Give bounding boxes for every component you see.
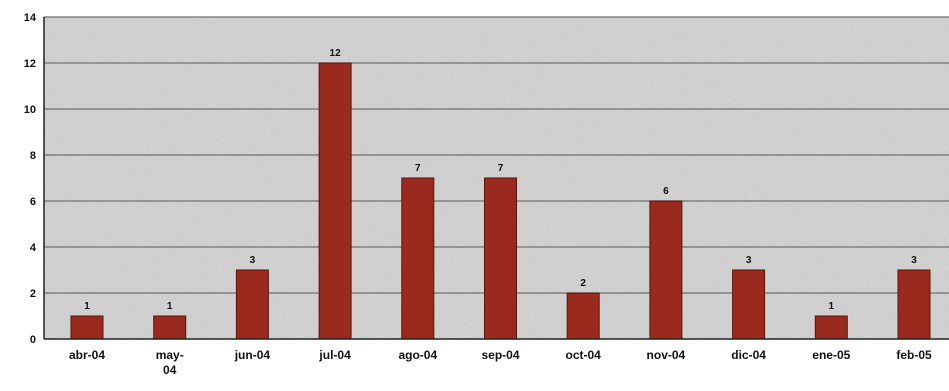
bar-oct-04: [566, 292, 600, 340]
data-label-jun-04: 3: [250, 255, 256, 266]
data-label-nov-04: 6: [663, 186, 669, 197]
y-axis-tick-labels: 0 2 4 6 8 10 12 14: [24, 12, 37, 346]
y-tick-label: 8: [30, 150, 36, 162]
bars: [70, 62, 931, 340]
x-tick-label-abr-04: abr-04: [69, 348, 105, 362]
bar-sep-04: [484, 177, 517, 340]
data-labels: 1 1 3 12 7 7 2 6 3 1 3: [84, 48, 917, 312]
data-label-jul-04: 12: [330, 48, 342, 59]
y-tick-label: 6: [30, 196, 36, 208]
x-tick-label-nov-04: nov-04: [647, 348, 686, 362]
data-label-feb-05: 3: [911, 255, 917, 266]
data-label-ene-05: 1: [829, 301, 835, 312]
x-tick-label-sep-04: sep-04: [481, 348, 519, 362]
data-label-ago-04: 7: [415, 163, 421, 174]
bar-dic-04: [732, 269, 766, 340]
bar-ene-05: [814, 315, 848, 340]
x-tick-label-ago-04: ago-04: [398, 348, 437, 362]
data-label-abr-04: 1: [84, 301, 90, 312]
bar-nov-04: [649, 200, 683, 340]
x-tick-label-jun-04: jun-04: [234, 348, 271, 362]
bar-feb-05: [897, 269, 931, 340]
data-label-dic-04: 3: [746, 255, 752, 266]
y-tick-label: 14: [24, 12, 37, 24]
x-tick-label-dic-04: dic-04: [731, 348, 766, 362]
bar-may-04: [153, 315, 187, 340]
x-axis-tick-labels: abr-04 may-04 jun-04 jul-04 ago-04 sep-04 oct-…: [69, 348, 932, 377]
bar-abr-04: [70, 315, 104, 340]
bar-ago-04: [401, 177, 435, 340]
y-tick-label: 12: [24, 58, 36, 70]
x-tick-label-may-04: may-04: [156, 348, 184, 377]
y-tick-label: 4: [30, 242, 37, 254]
data-label-may-04: 1: [167, 301, 173, 312]
x-tick-label-jul-04: jul-04: [318, 348, 351, 362]
y-tick-label: 2: [30, 288, 36, 300]
y-tick-label: 10: [24, 104, 36, 116]
data-label-sep-04: 7: [498, 163, 504, 174]
data-label-oct-04: 2: [580, 278, 586, 289]
y-tick-label: 0: [30, 334, 36, 346]
x-tick-label-oct-04: oct-04: [566, 348, 602, 362]
bar-jun-04: [235, 269, 269, 340]
x-tick-label-feb-05: feb-05: [896, 348, 932, 362]
x-tick-label-ene-05: ene-05: [812, 348, 850, 362]
bar-jul-04: [318, 62, 352, 340]
